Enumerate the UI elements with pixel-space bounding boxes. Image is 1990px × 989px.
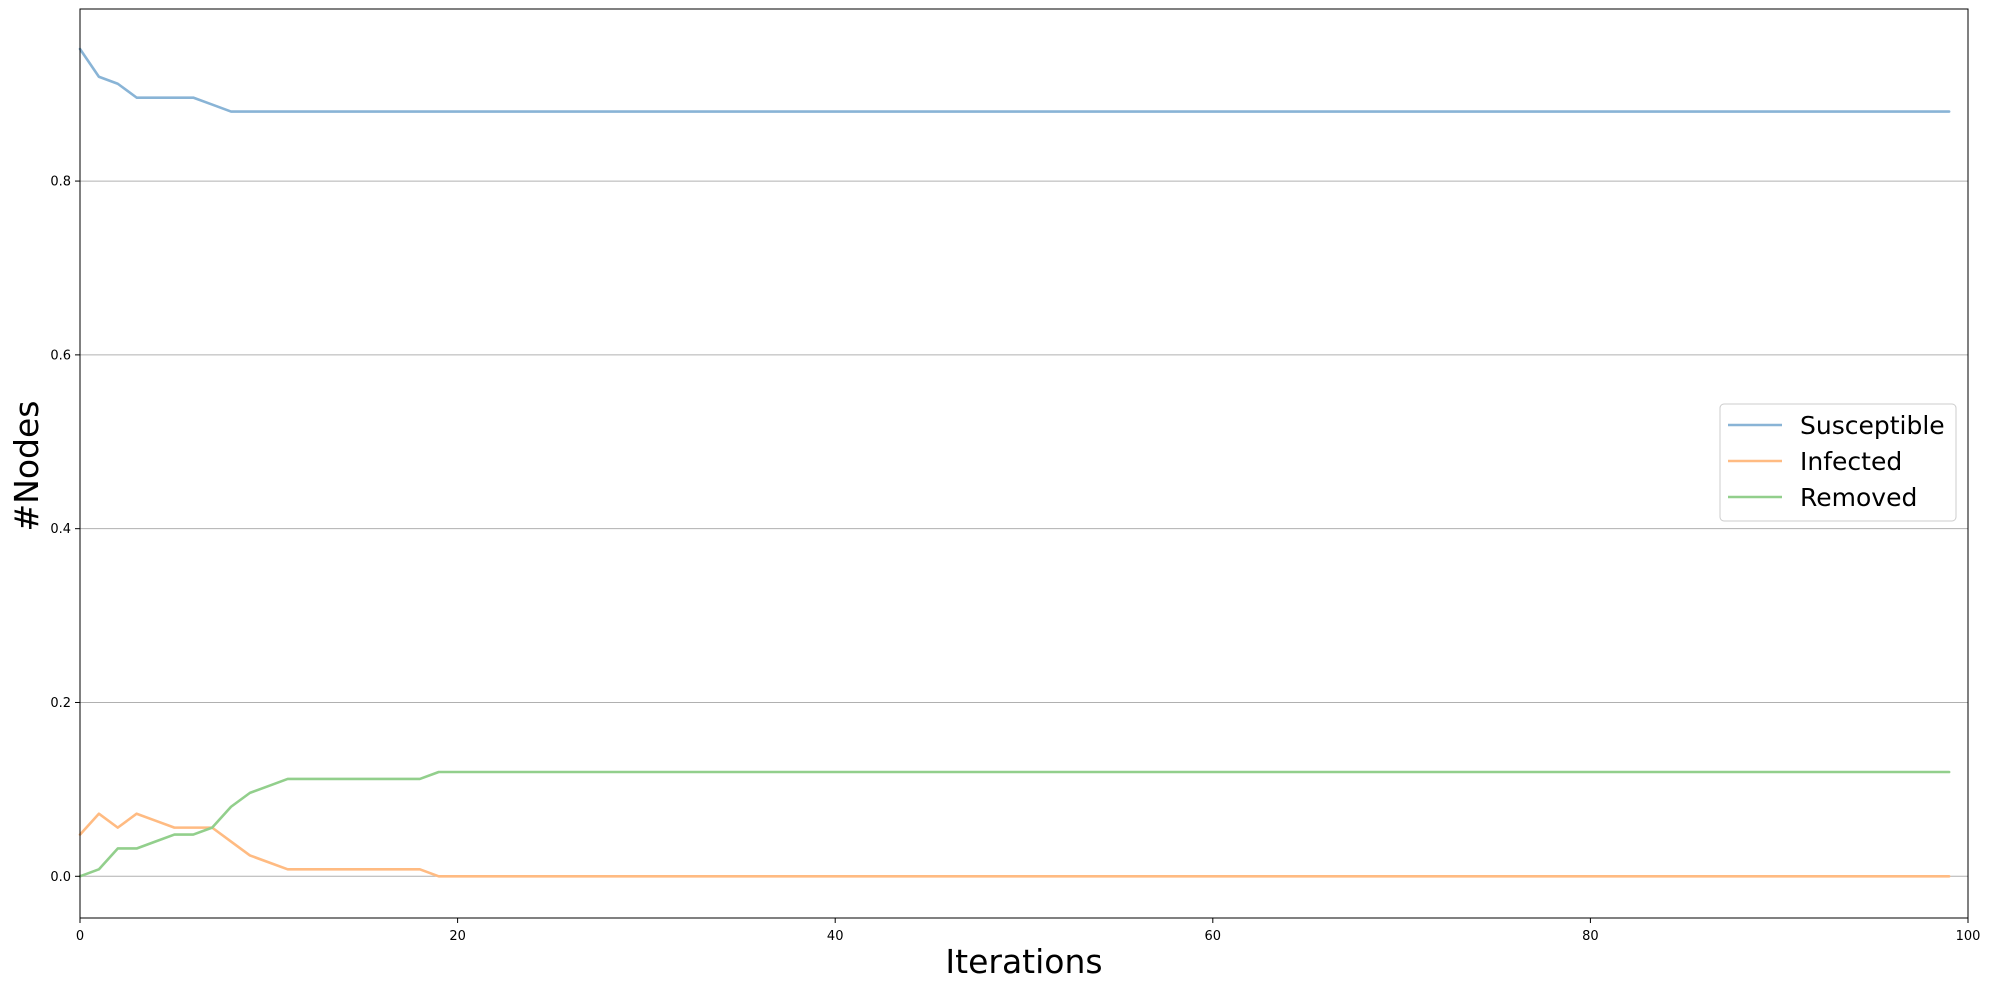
y-tick-label: 0.0 [50, 870, 71, 885]
x-tick-label: 60 [1205, 929, 1222, 944]
series-line-removed [78, 770, 1951, 878]
x-axis-label: Iterations [945, 942, 1102, 981]
y-axis-label: #Nodes [7, 401, 46, 532]
legend-label-susceptible: Susceptible [1800, 411, 1945, 440]
series-line-susceptible [78, 47, 1951, 113]
x-tick-label: 20 [449, 929, 466, 944]
y-tick-label: 0.4 [50, 522, 71, 537]
y-tick-label: 0.6 [50, 348, 71, 363]
y-axis-ticks: 0.0 0.2 0.4 0.6 0.8 [50, 175, 80, 885]
legend: Susceptible Infected Removed [1719, 403, 1957, 522]
legend-label-infected: Infected [1800, 447, 1902, 476]
x-tick-label: 100 [1956, 929, 1981, 944]
y-tick-label: 0.2 [50, 696, 71, 711]
series-lines [78, 47, 1951, 878]
plot-background [80, 9, 1968, 918]
x-tick-label: 40 [827, 929, 844, 944]
x-tick-label: 80 [1582, 929, 1599, 944]
x-tick-label: 0 [76, 929, 84, 944]
x-axis-ticks: 0 20 40 60 80 100 [76, 918, 1981, 944]
legend-box [1719, 403, 1957, 522]
plot-frame [79, 8, 1969, 919]
legend-label-removed: Removed [1800, 483, 1917, 512]
y-tick-label: 0.8 [50, 175, 71, 190]
